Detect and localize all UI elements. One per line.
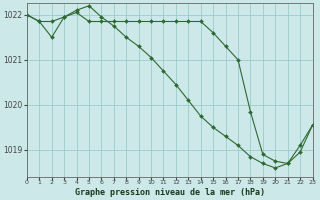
X-axis label: Graphe pression niveau de la mer (hPa): Graphe pression niveau de la mer (hPa) bbox=[75, 188, 265, 197]
